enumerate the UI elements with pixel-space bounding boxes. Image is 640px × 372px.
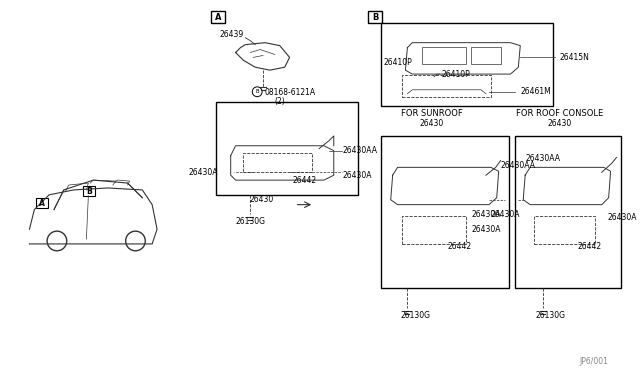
- Text: A: A: [39, 199, 45, 208]
- Circle shape: [47, 231, 67, 251]
- Text: FOR ROOF CONSOLE: FOR ROOF CONSOLE: [516, 109, 603, 118]
- Bar: [422, 46, 467, 64]
- Bar: [243, 153, 312, 172]
- Circle shape: [125, 231, 145, 251]
- Text: 26442: 26442: [447, 243, 472, 251]
- Text: 26430: 26430: [420, 119, 444, 128]
- Text: 26415N: 26415N: [559, 53, 589, 62]
- Text: B: B: [372, 13, 378, 22]
- Text: 26430A: 26430A: [188, 168, 218, 177]
- Text: 26461M: 26461M: [520, 87, 551, 96]
- Text: 26442: 26442: [292, 176, 317, 185]
- Text: 26439: 26439: [220, 31, 243, 39]
- Text: JP6/001: JP6/001: [580, 357, 609, 366]
- Text: 26430A: 26430A: [607, 213, 637, 222]
- Text: 26130G: 26130G: [401, 311, 431, 320]
- Bar: [211, 11, 225, 23]
- Text: 26442: 26442: [577, 243, 602, 251]
- Text: 26430A: 26430A: [342, 171, 372, 180]
- Text: 26410P: 26410P: [383, 58, 412, 67]
- Text: 26130G: 26130G: [236, 217, 266, 226]
- Bar: [534, 217, 595, 244]
- Bar: [471, 46, 500, 64]
- Bar: [381, 136, 509, 288]
- Bar: [216, 102, 358, 195]
- Text: B: B: [255, 89, 259, 94]
- Text: B: B: [86, 187, 92, 196]
- Bar: [83, 186, 95, 196]
- Text: 26430AA: 26430AA: [342, 146, 378, 155]
- Text: FOR SUNROOF: FOR SUNROOF: [401, 109, 463, 118]
- Text: A: A: [214, 13, 221, 22]
- Text: (2): (2): [275, 97, 285, 106]
- Text: 26430A: 26430A: [471, 225, 500, 234]
- Bar: [403, 217, 467, 244]
- Text: 26130G: 26130G: [535, 311, 565, 320]
- Bar: [368, 11, 382, 23]
- Text: 26410P: 26410P: [442, 70, 470, 78]
- Text: 26430AA: 26430AA: [525, 154, 560, 163]
- Bar: [403, 75, 491, 97]
- Text: 26430: 26430: [547, 119, 572, 128]
- Bar: [515, 136, 621, 288]
- Text: 08168-6121A: 08168-6121A: [264, 88, 315, 97]
- Text: 26430AA: 26430AA: [500, 161, 536, 170]
- Bar: [36, 198, 48, 208]
- Bar: [381, 23, 553, 106]
- Text: 26430A: 26430A: [471, 210, 500, 219]
- Text: 26430: 26430: [250, 195, 274, 204]
- Text: 26430A: 26430A: [491, 210, 520, 219]
